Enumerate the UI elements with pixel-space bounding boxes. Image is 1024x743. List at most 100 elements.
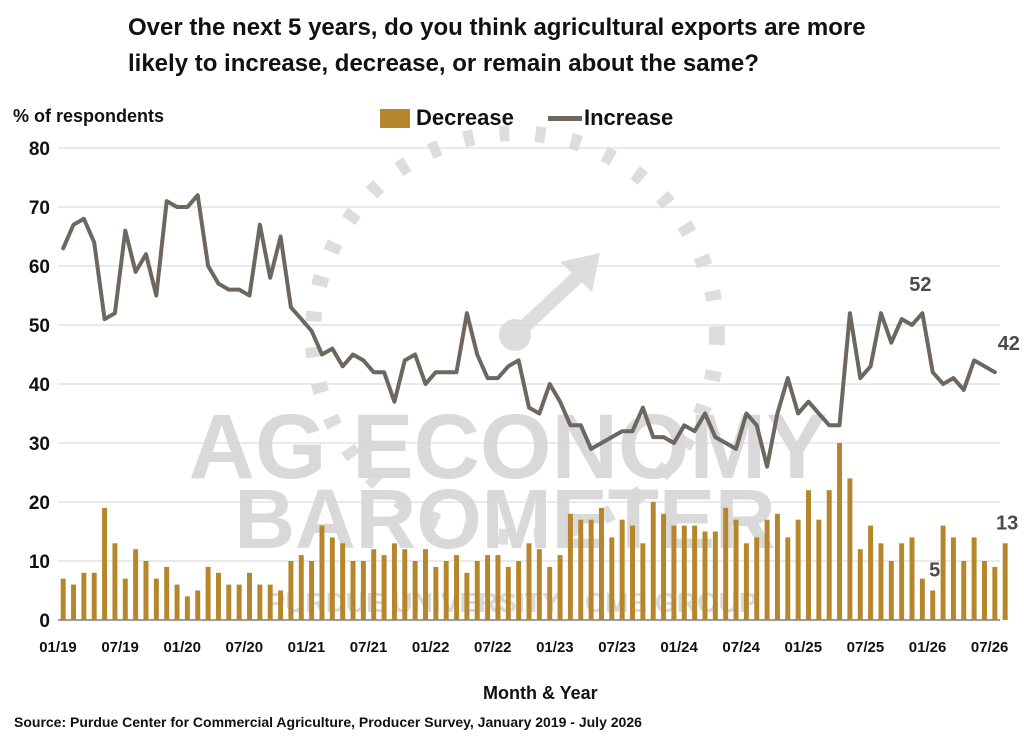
x-tick-label: 07/21 bbox=[350, 639, 388, 656]
y-tick-label: 30 bbox=[29, 434, 50, 455]
decrease-bar bbox=[133, 549, 139, 620]
decrease-bar bbox=[754, 537, 760, 620]
decrease-bar bbox=[950, 537, 956, 620]
decrease-bar bbox=[309, 561, 315, 620]
decrease-bar bbox=[723, 507, 729, 620]
decrease-bar bbox=[402, 549, 408, 620]
decrease-bar bbox=[184, 596, 190, 620]
decrease-bar bbox=[164, 566, 170, 620]
x-tick-label: 07/19 bbox=[101, 639, 139, 656]
increase-data-label: 52 bbox=[909, 274, 931, 296]
decrease-bar bbox=[122, 578, 128, 620]
decrease-bar bbox=[505, 566, 511, 620]
decrease-bar bbox=[360, 561, 366, 620]
decrease-bar bbox=[557, 555, 563, 620]
decrease-bar bbox=[257, 584, 263, 620]
decrease-bar bbox=[826, 490, 832, 620]
source-note: Source: Purdue Center for Commercial Agr… bbox=[14, 714, 642, 730]
decrease-bar bbox=[816, 519, 822, 620]
decrease-bar bbox=[205, 566, 211, 620]
x-tick-label: 01/20 bbox=[163, 639, 201, 656]
decrease-bar bbox=[391, 543, 397, 620]
decrease-bar bbox=[692, 525, 698, 620]
decrease-bar bbox=[102, 507, 108, 620]
decrease-bar bbox=[81, 572, 87, 620]
decrease-bar bbox=[495, 555, 501, 620]
decrease-bar bbox=[598, 507, 604, 620]
decrease-bar bbox=[878, 543, 884, 620]
decrease-bar bbox=[536, 549, 542, 620]
legend-label-increase: Increase bbox=[584, 105, 674, 130]
legend-label-decrease: Decrease bbox=[416, 105, 514, 130]
legend-swatch-decrease bbox=[380, 109, 410, 128]
decrease-bar bbox=[888, 561, 894, 620]
decrease-bar bbox=[806, 490, 811, 620]
decrease-bar bbox=[143, 561, 149, 620]
x-tick-label: 01/25 bbox=[785, 639, 823, 656]
decrease-bar bbox=[795, 519, 801, 620]
decrease-bar bbox=[236, 584, 242, 620]
decrease-bar bbox=[702, 531, 708, 620]
decrease-data-label: 5 bbox=[929, 560, 940, 582]
increase-line bbox=[61, 193, 997, 469]
y-axis-ticks: 0 10 20 30 40 50 60 70 80 bbox=[29, 139, 50, 632]
x-tick-label: 01/22 bbox=[412, 639, 450, 656]
y-tick-label: 70 bbox=[29, 198, 50, 219]
decrease-bar bbox=[847, 478, 853, 620]
x-tick-label: 07/20 bbox=[226, 639, 264, 656]
decrease-bar bbox=[971, 537, 977, 620]
decrease-bar bbox=[609, 537, 615, 620]
decrease-bar bbox=[381, 555, 387, 620]
decrease-bar bbox=[288, 561, 294, 620]
y-tick-label: 40 bbox=[29, 375, 50, 396]
decrease-bar bbox=[919, 578, 925, 620]
decrease-bar bbox=[112, 543, 118, 620]
decrease-bar bbox=[640, 543, 646, 620]
decrease-bar bbox=[278, 590, 284, 620]
decrease-bar bbox=[681, 525, 687, 620]
decrease-bar bbox=[319, 525, 325, 620]
decrease-bars bbox=[60, 443, 1008, 620]
decrease-bar bbox=[671, 525, 677, 620]
decrease-bar bbox=[422, 549, 428, 620]
decrease-data-label: 13 bbox=[996, 512, 1018, 534]
decrease-bar bbox=[650, 502, 656, 620]
x-tick-label: 01/21 bbox=[288, 639, 326, 656]
watermark-text-line-1: AG ECONOMY bbox=[189, 396, 828, 498]
decrease-bar bbox=[91, 572, 97, 620]
decrease-bar bbox=[371, 549, 377, 620]
chart-title-line-2: likely to increase, decrease, or remain … bbox=[128, 50, 759, 77]
y-tick-label: 80 bbox=[29, 139, 50, 160]
decrease-bar bbox=[329, 537, 335, 620]
decrease-bar bbox=[774, 513, 780, 620]
decrease-bar bbox=[60, 578, 66, 620]
y-tick-label: 60 bbox=[29, 257, 50, 278]
decrease-bar bbox=[412, 561, 418, 620]
decrease-bar bbox=[226, 584, 232, 620]
x-tick-label: 07/26 bbox=[971, 639, 1009, 656]
decrease-bar bbox=[743, 543, 749, 620]
decrease-bar bbox=[195, 590, 201, 620]
decrease-bar bbox=[247, 572, 252, 620]
decrease-bar bbox=[785, 537, 791, 620]
x-tick-label: 07/25 bbox=[847, 639, 885, 656]
y-tick-label: 0 bbox=[39, 611, 50, 632]
decrease-bar bbox=[940, 525, 946, 620]
decrease-bar bbox=[909, 537, 915, 620]
x-axis-ticks: 01/19 07/19 01/20 07/20 01/21 07/21 01/22 07/22… bbox=[39, 639, 1008, 656]
decrease-bar bbox=[1002, 543, 1008, 620]
decrease-bar bbox=[588, 519, 594, 620]
increase-line-layer bbox=[61, 193, 997, 469]
x-tick-label: 01/19 bbox=[39, 639, 77, 656]
decrease-bar bbox=[350, 561, 356, 620]
decrease-bar bbox=[526, 543, 532, 620]
decrease-bar bbox=[267, 584, 273, 620]
decrease-bar bbox=[485, 555, 491, 620]
decrease-bar bbox=[340, 543, 346, 620]
decrease-bar bbox=[981, 561, 987, 620]
increase-data-label: 42 bbox=[998, 333, 1020, 355]
decrease-bar bbox=[474, 561, 480, 620]
decrease-bar bbox=[733, 519, 739, 620]
watermark-logo: AG ECONOMY BAROMETER PURDUE UNIVERSITY ·… bbox=[189, 125, 828, 618]
